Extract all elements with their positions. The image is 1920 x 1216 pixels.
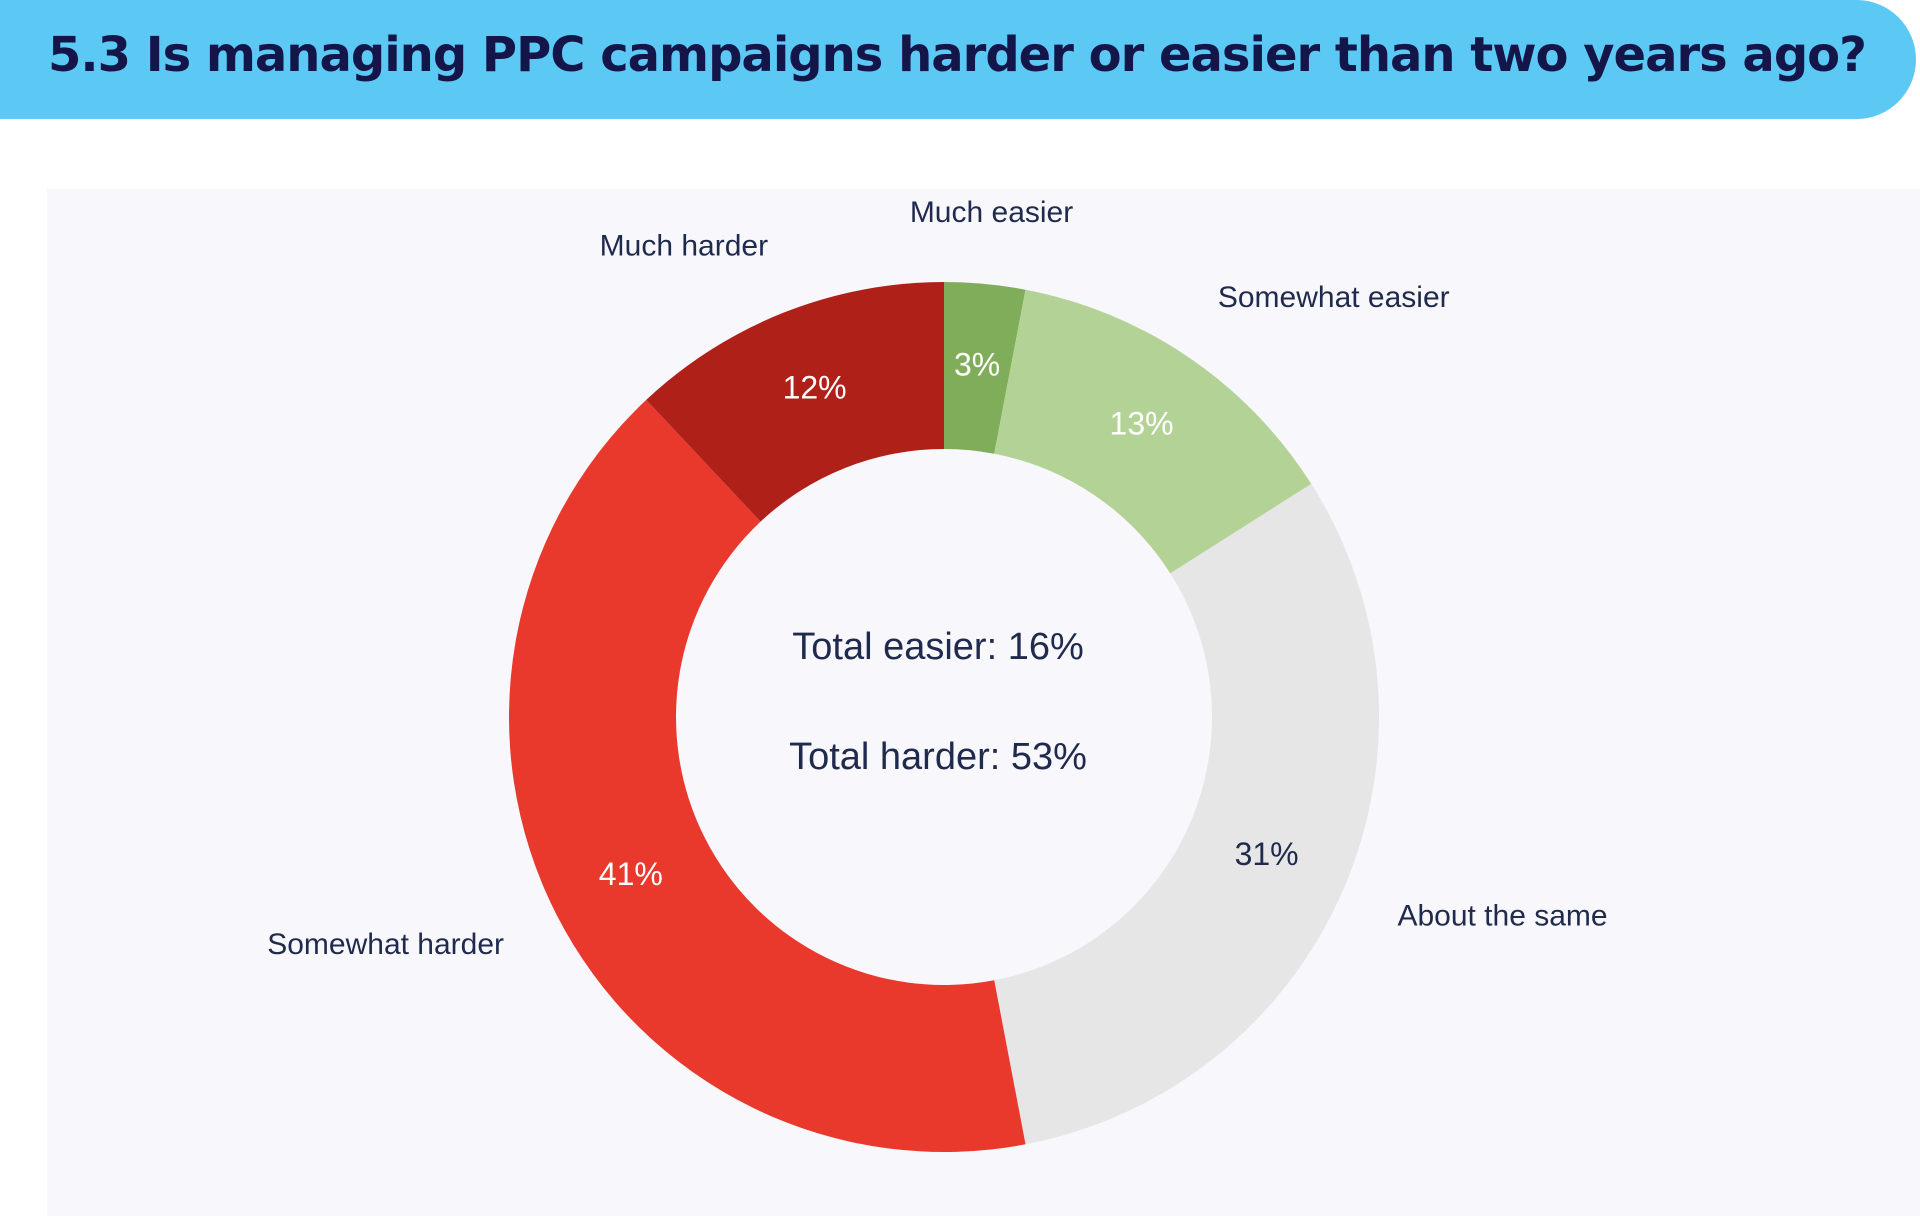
chart-title: 5.3 Is managing PPC campaigns harder or …: [48, 27, 1867, 83]
value-label: 3%: [954, 347, 1000, 383]
annotation: Total harder: 53%: [789, 736, 1087, 778]
title-bar: 5.3 Is managing PPC campaigns harder or …: [0, 0, 1916, 119]
value-label: 31%: [1235, 836, 1299, 872]
category-label: Somewhat easier: [1218, 281, 1450, 314]
category-label: Somewhat harder: [267, 928, 504, 961]
pie-slice: [509, 399, 1026, 1152]
annotation: Total easier: 16%: [792, 626, 1084, 668]
category-label: About the same: [1397, 899, 1607, 932]
pie-slice: [944, 282, 1026, 454]
category-label: Much easier: [910, 196, 1073, 229]
category-label: Much harder: [600, 229, 768, 262]
value-label: 13%: [1110, 406, 1174, 442]
pie-slice: [646, 282, 944, 522]
value-label: 41%: [599, 856, 663, 892]
pie-slice: [994, 289, 1312, 574]
pie-slice: [994, 483, 1379, 1145]
value-label: 12%: [783, 370, 847, 406]
